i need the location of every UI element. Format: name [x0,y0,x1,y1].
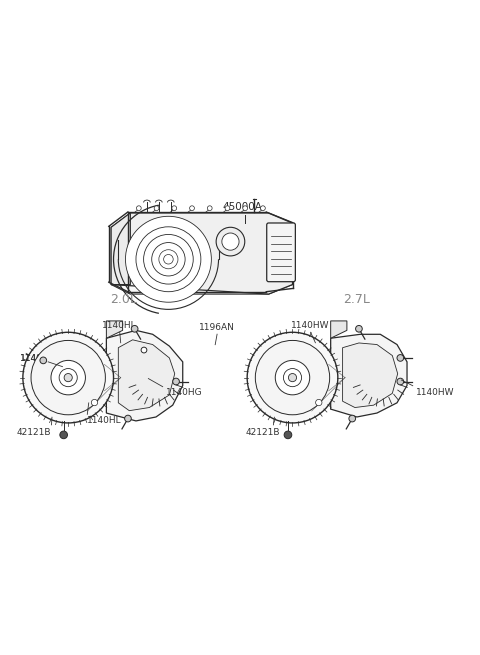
Circle shape [64,373,72,382]
Circle shape [152,242,185,276]
Circle shape [136,227,201,291]
Circle shape [141,347,147,353]
Circle shape [59,369,77,386]
Circle shape [243,206,248,210]
Text: 1196AN: 1196AN [199,324,235,332]
Circle shape [172,206,177,210]
Circle shape [349,415,356,422]
Polygon shape [111,284,292,294]
Circle shape [40,357,47,364]
Polygon shape [118,340,175,411]
Circle shape [397,354,404,362]
Text: 1140HJ: 1140HJ [20,354,52,363]
Text: 1140HG: 1140HG [166,388,203,397]
Circle shape [216,227,245,256]
Circle shape [136,206,141,210]
Text: 42121B: 42121B [246,428,280,437]
Circle shape [159,250,178,269]
Circle shape [190,206,194,210]
Circle shape [125,216,211,302]
Text: 1140HW: 1140HW [291,322,330,330]
Circle shape [132,326,138,332]
Circle shape [255,341,330,415]
Circle shape [283,369,301,386]
Text: 45000A: 45000A [222,202,263,212]
Circle shape [222,233,239,250]
Polygon shape [107,330,183,421]
Circle shape [60,431,68,439]
Text: 2.0L: 2.0L [109,293,136,307]
Polygon shape [107,321,122,338]
Circle shape [397,378,404,385]
Circle shape [125,415,132,422]
Circle shape [144,234,193,284]
Circle shape [225,206,230,210]
Text: 1140HJ: 1140HJ [20,354,52,363]
Circle shape [51,360,85,395]
Circle shape [356,326,362,332]
Polygon shape [343,343,397,407]
Circle shape [154,206,159,210]
Text: 2.7L: 2.7L [344,293,371,307]
Polygon shape [111,213,130,284]
FancyBboxPatch shape [267,223,295,282]
Polygon shape [111,213,130,284]
Text: 42121B: 42121B [17,428,51,437]
Circle shape [316,400,322,405]
Circle shape [173,378,180,385]
Circle shape [164,255,173,264]
Circle shape [207,206,212,210]
Polygon shape [111,213,292,294]
Circle shape [261,206,265,210]
Polygon shape [331,334,407,417]
Text: 1140HL: 1140HL [102,322,137,330]
Circle shape [288,373,297,382]
Circle shape [23,332,114,423]
Text: 1140HW: 1140HW [416,388,454,397]
Circle shape [284,431,292,439]
Circle shape [91,400,97,405]
Circle shape [31,341,106,415]
Circle shape [247,332,338,423]
Text: 1140HL: 1140HL [87,416,122,425]
Circle shape [275,360,310,395]
Polygon shape [331,321,347,338]
